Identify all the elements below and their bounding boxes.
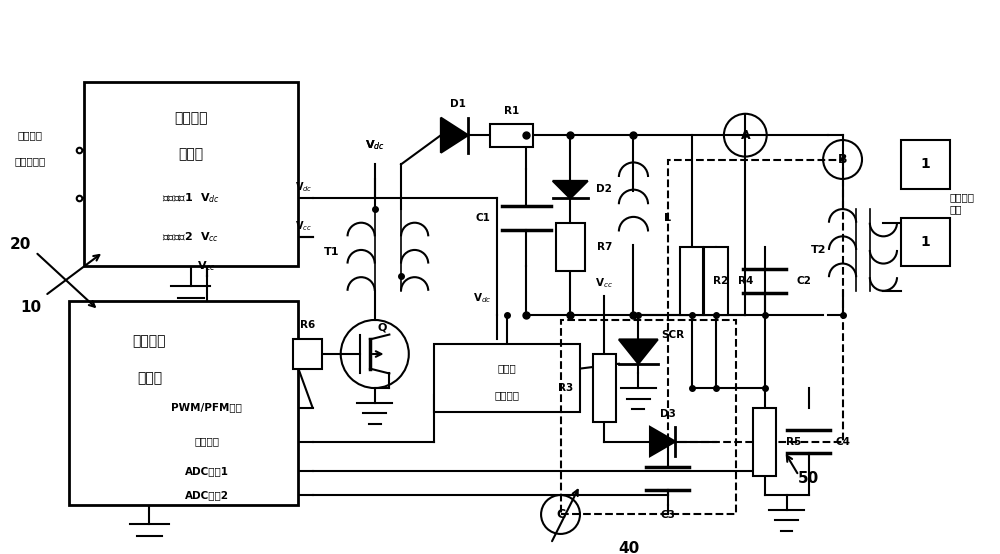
Text: V$_{cc}$: V$_{cc}$	[595, 276, 613, 290]
Text: V$_{cc}$: V$_{cc}$	[295, 219, 312, 233]
Text: D1: D1	[450, 99, 466, 109]
Bar	[593, 354, 616, 422]
Text: 脉冲高压
输出: 脉冲高压 输出	[950, 192, 975, 214]
Text: D3: D3	[660, 409, 675, 419]
Text: ADC输入1: ADC输入1	[185, 466, 229, 476]
Text: L: L	[664, 213, 671, 223]
Text: 20: 20	[10, 237, 31, 252]
Text: C: C	[556, 508, 565, 521]
Text: C4: C4	[835, 437, 850, 447]
Bar	[704, 247, 728, 315]
Text: 40: 40	[618, 541, 639, 554]
Text: 可控硅: 可控硅	[498, 363, 516, 373]
Bar	[901, 140, 950, 189]
Bar	[69, 300, 298, 505]
Text: 供电电源: 供电电源	[174, 112, 208, 126]
Text: V$_{dc}$: V$_{dc}$	[473, 291, 492, 305]
Text: 10: 10	[20, 300, 41, 315]
Text: V$_{dc}$: V$_{dc}$	[295, 180, 313, 194]
Text: T2: T2	[811, 245, 826, 255]
Bar	[753, 408, 776, 475]
Text: V$_{cc}$: V$_{cc}$	[197, 260, 216, 273]
Bar	[680, 247, 703, 315]
Bar	[561, 320, 736, 515]
Text: 子电路: 子电路	[137, 371, 162, 386]
Text: R7: R7	[597, 242, 612, 252]
Text: R4: R4	[738, 276, 753, 286]
Text: 微处理器: 微处理器	[133, 335, 166, 348]
Polygon shape	[650, 427, 675, 456]
Text: 直流输出2  V$_{cc}$: 直流输出2 V$_{cc}$	[162, 230, 220, 244]
Polygon shape	[441, 117, 468, 153]
Text: R3: R3	[558, 383, 573, 393]
Text: B: B	[838, 153, 847, 166]
Bar	[490, 124, 533, 147]
Text: R1: R1	[504, 106, 520, 116]
Bar	[434, 344, 580, 412]
Bar	[293, 340, 322, 368]
Text: PWM/PFM输出: PWM/PFM输出	[171, 403, 242, 413]
Text: 触发输出: 触发输出	[194, 437, 219, 447]
Text: C3: C3	[660, 510, 675, 520]
Text: C1: C1	[475, 213, 490, 223]
Text: 50: 50	[798, 471, 819, 486]
Text: 直流输出1  V$_{dc}$: 直流输出1 V$_{dc}$	[162, 192, 220, 206]
Text: A: A	[740, 129, 750, 142]
Text: V$_{dc}$: V$_{dc}$	[365, 138, 385, 152]
Text: 子电路: 子电路	[178, 147, 204, 162]
Text: ADC输入2: ADC输入2	[185, 490, 229, 500]
Text: D2: D2	[596, 184, 612, 194]
Polygon shape	[553, 181, 588, 198]
Text: 1: 1	[920, 235, 930, 249]
Text: C2: C2	[796, 276, 811, 286]
Text: 1: 1	[920, 157, 930, 171]
Text: V$_{dc}$: V$_{dc}$	[365, 138, 385, 152]
Text: 低压交流: 低压交流	[18, 130, 43, 140]
Bar	[84, 81, 298, 266]
Bar	[556, 223, 585, 271]
Text: 或直流输入: 或直流输入	[15, 156, 46, 166]
Bar	[901, 218, 950, 266]
Text: R5: R5	[786, 437, 802, 447]
Text: 触发电路: 触发电路	[495, 390, 520, 400]
Text: SCR: SCR	[661, 330, 684, 340]
Text: R2: R2	[713, 276, 729, 286]
Text: Q: Q	[378, 323, 387, 333]
Text: T1: T1	[324, 247, 340, 257]
Text: R6: R6	[300, 320, 315, 330]
Bar	[668, 160, 843, 442]
Polygon shape	[619, 340, 658, 364]
